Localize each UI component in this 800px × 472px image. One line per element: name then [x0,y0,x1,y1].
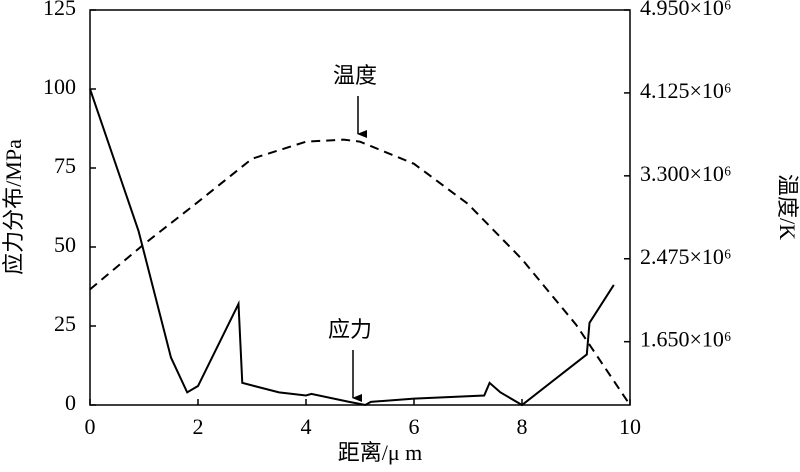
x-tick-label: 6 [409,414,420,439]
y-tick-label: 125 [43,0,76,20]
y2-tick-label: 3.300×10⁶ [640,161,732,186]
x-tick-label: 2 [193,414,204,439]
y2-tick-label: 2.475×10⁶ [640,244,732,269]
y-tick-label: 75 [54,153,76,178]
annotation: 温度 [333,63,377,88]
y-tick-label: 0 [65,390,76,415]
x-tick-label: 4 [301,414,312,439]
y-tick-label: 100 [43,74,76,99]
y2-tick-label: 4.125×10⁶ [640,78,732,103]
annotation: 应力 [328,317,372,342]
series-line [89,88,615,407]
x-tick-label: 10 [619,414,641,439]
y2-tick-label: 1.650×10⁶ [640,327,732,352]
plot-frame [89,9,631,406]
y2-axis-label: 温度/K [775,174,800,240]
y2-tick-label: 4.950×10⁶ [640,0,732,20]
y-tick-label: 50 [54,232,76,257]
y-tick-label: 25 [54,311,76,336]
x-tick-label: 8 [517,414,528,439]
x-tick-label: 0 [85,414,96,439]
x-axis-label: 距离/μ m [338,440,423,465]
y-axis-label: 应力分布/MPa [1,139,26,275]
series-line [89,138,631,406]
